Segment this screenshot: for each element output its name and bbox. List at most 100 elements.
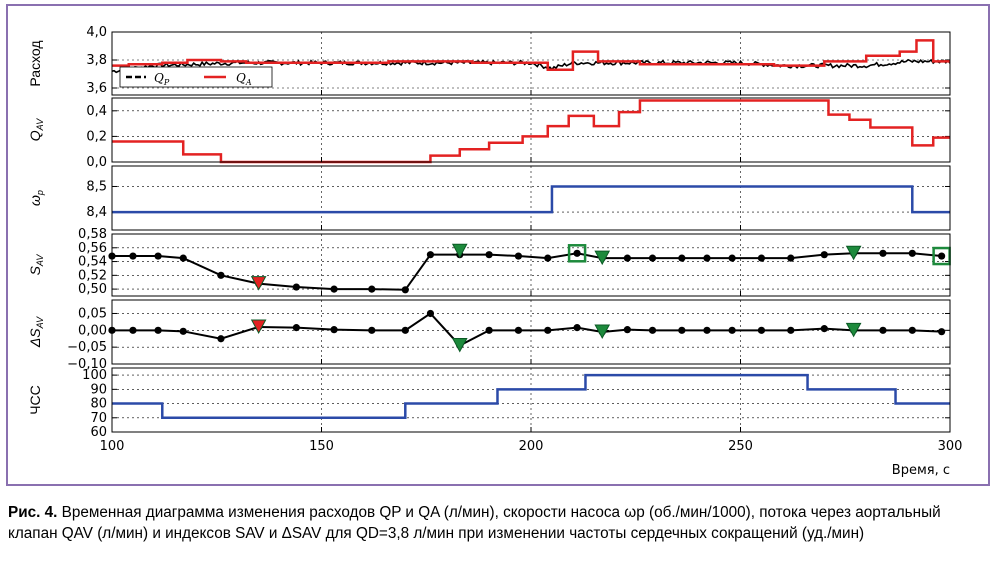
data-point <box>573 324 581 332</box>
x-tick-label: 200 <box>519 439 544 454</box>
marker-triangle <box>451 243 468 259</box>
x-axis-label: Время, с <box>892 463 950 478</box>
x-tick-label: 250 <box>728 439 753 454</box>
y-tick-label: 8,4 <box>86 205 107 220</box>
data-point <box>179 327 187 335</box>
data-point <box>217 335 225 343</box>
data-point <box>217 271 225 279</box>
y-tick-label: 8,5 <box>86 179 107 194</box>
x-tick-label: 300 <box>938 439 963 454</box>
chart-svg: 4,03,83,6Расход0,40,20,0QAV8,58,4ωp0,580… <box>27 25 963 478</box>
y-tick-label: −0,05 <box>67 340 107 355</box>
data-point <box>544 254 552 262</box>
marker-square <box>567 244 587 263</box>
marker-triangle <box>845 322 862 338</box>
series-line <box>112 39 950 72</box>
data-point <box>728 254 736 262</box>
marker-triangle <box>594 324 611 340</box>
data-point <box>401 286 409 294</box>
data-point <box>330 285 338 293</box>
y-tick-label: 100 <box>82 368 107 383</box>
legend-label-qp: QP <box>154 71 170 87</box>
data-point <box>330 326 338 334</box>
data-point <box>514 326 523 334</box>
x-axis: 100 150 200 250 300 Время, с <box>100 439 963 478</box>
data-point <box>787 326 795 334</box>
data-point <box>820 325 828 333</box>
y-tick-label: 70 <box>90 411 107 426</box>
data-point <box>292 283 300 291</box>
marker-triangle <box>250 319 267 335</box>
data-point <box>648 254 657 262</box>
panel-qav: 0,4 0,2 0,0 QAV <box>27 97 951 170</box>
panel-sav: 0,580,560,540,520,50 SAV <box>27 227 951 297</box>
y-tick-label: 0,05 <box>78 306 107 321</box>
y-tick-label: 0,54 <box>78 255 107 270</box>
y-tick-label: 80 <box>90 397 107 412</box>
series-line <box>112 373 950 420</box>
series-line <box>112 252 942 291</box>
data-point <box>648 326 657 334</box>
y-tick-label: 0,56 <box>78 241 107 256</box>
legend-box <box>119 66 273 88</box>
data-point <box>426 251 435 259</box>
data-point <box>938 252 946 260</box>
series-line <box>112 312 942 347</box>
data-point <box>820 251 828 259</box>
y-axis-label: QAV <box>27 118 45 141</box>
x-tick-label: 150 <box>309 439 334 454</box>
data-point <box>179 254 187 262</box>
y-axis-label: ωp <box>27 190 45 206</box>
data-point <box>154 252 162 260</box>
data-point <box>908 326 916 334</box>
data-point <box>678 326 686 334</box>
data-point <box>623 326 631 334</box>
data-point <box>879 249 887 257</box>
y-tick-label: 0,58 <box>78 227 107 242</box>
data-point <box>703 326 711 334</box>
data-point <box>787 254 795 262</box>
data-point <box>703 254 711 262</box>
y-tick-label: 0,2 <box>86 129 107 144</box>
data-point <box>129 252 137 260</box>
y-tick-label: 0,4 <box>86 104 107 119</box>
y-tick-label: 3,8 <box>86 53 107 68</box>
data-point <box>757 254 766 262</box>
marker-triangle <box>250 276 267 291</box>
data-point <box>623 254 631 262</box>
y-tick-label: 0,0 <box>86 155 107 170</box>
series-line <box>112 185 950 214</box>
y-tick-label: 0,00 <box>78 323 107 338</box>
data-point <box>908 249 916 257</box>
panel-omega: 8,5 8,4 ωp <box>27 165 951 231</box>
data-point <box>678 254 686 262</box>
data-point <box>129 326 137 334</box>
legend: QP QA <box>119 66 273 88</box>
y-tick-label: 0,50 <box>78 282 107 297</box>
data-point <box>401 326 409 334</box>
y-axis-label: Расход <box>27 40 43 86</box>
caption-text: Временная диаграмма изменения расходов Q… <box>8 504 941 542</box>
data-point <box>154 326 162 334</box>
y-tick-label: 60 <box>90 425 107 440</box>
marker-triangle <box>594 250 611 266</box>
data-point <box>485 326 493 334</box>
y-axis-label: ΔSAV <box>27 316 45 348</box>
data-point <box>292 324 300 332</box>
y-tick-label: 4,0 <box>86 25 107 40</box>
y-tick-label: −0,10 <box>67 357 107 372</box>
data-point <box>757 326 766 334</box>
figure-caption: Рис. 4. Временная диаграмма изменения ра… <box>8 502 993 544</box>
y-axis-label: SAV <box>27 254 45 276</box>
marker-triangle <box>451 337 468 353</box>
data-point <box>573 249 581 257</box>
data-point <box>514 252 523 260</box>
caption-label: Рис. 4. <box>8 504 58 521</box>
panel-dsav: 0,05 0,00 −0,05 −0,10 ΔSAV <box>27 299 951 372</box>
x-tick-label: 100 <box>100 439 125 454</box>
y-tick-label: 90 <box>90 382 107 397</box>
data-point <box>485 251 493 259</box>
y-axis-label: ЧСС <box>27 385 43 415</box>
